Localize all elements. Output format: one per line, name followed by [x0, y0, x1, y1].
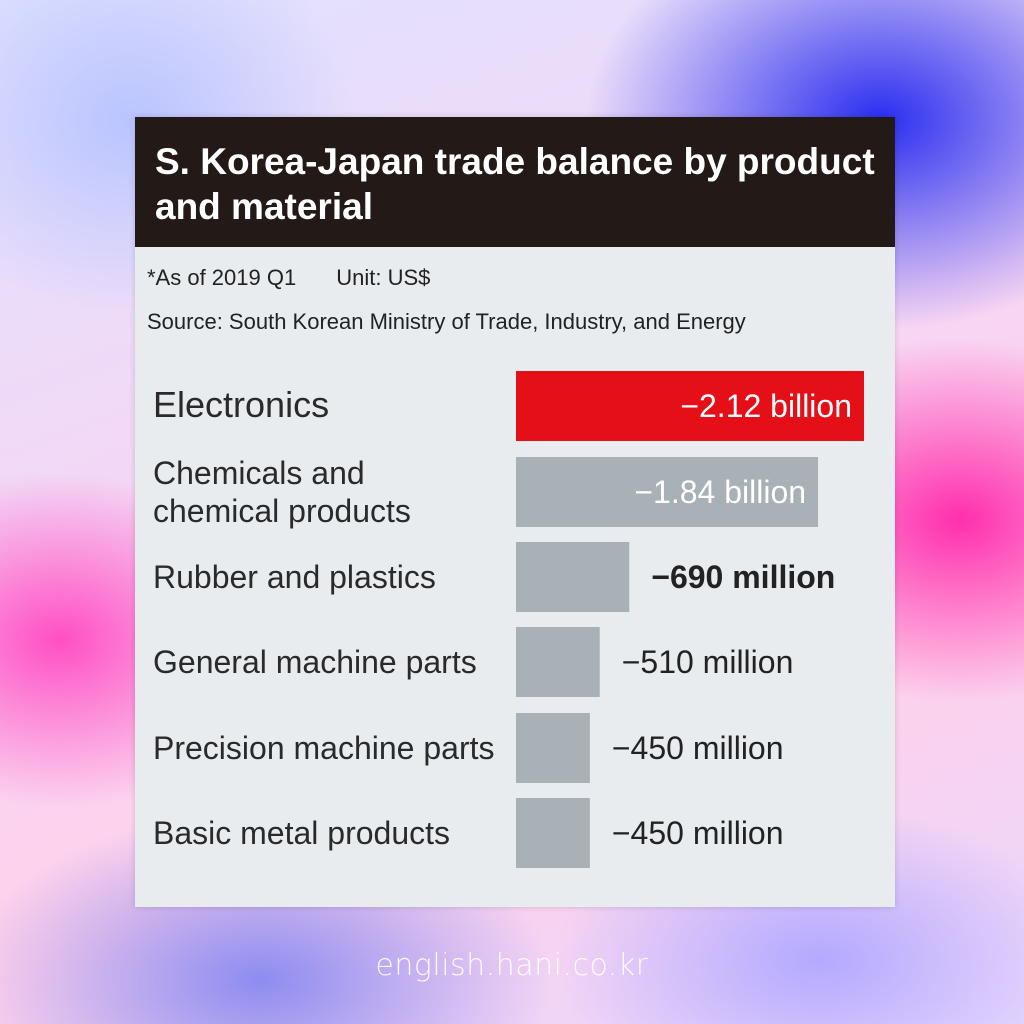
category-label-3: General machine parts: [153, 644, 477, 680]
date-note: *As of 2019 Q1: [147, 265, 297, 290]
site-watermark: english.hani.co.kr: [375, 948, 649, 983]
category-label-5: Basic metal products: [153, 815, 450, 851]
value-label-0: −2.12 billion: [680, 388, 852, 424]
source-note: Source: South Korean Ministry of Trade, …: [147, 309, 746, 334]
bar-1: [516, 457, 819, 527]
chart-notes: *As of 2019 Q1 Unit: US$: [147, 265, 430, 291]
title-bar: S. Korea-Japan trade balance by product …: [135, 117, 895, 247]
category-label-0: Electronics: [153, 384, 329, 425]
bar-4: [516, 713, 590, 783]
category-label-1: Chemicals and chemical products: [153, 455, 411, 529]
value-label-1: −1.84 billion: [634, 474, 806, 510]
bar-3: [516, 627, 600, 697]
bar-chart: Electronics −2.12 billion Chemicals and che…: [153, 371, 864, 868]
value-label-4: −450 million: [612, 730, 784, 766]
value-label-3: −510 million: [622, 644, 794, 680]
category-label-2: Rubber and plastics: [153, 559, 436, 595]
bar-0: [516, 371, 864, 441]
unit-note: Unit: US$: [336, 265, 431, 290]
category-label-4: Precision machine parts: [153, 730, 494, 766]
chart-title: S. Korea-Japan trade balance by product …: [155, 141, 875, 227]
bar-2: [516, 542, 630, 612]
value-label-2: −690 million: [651, 559, 835, 595]
value-label-5: −450 million: [612, 815, 784, 851]
chart-panel: S. Korea-Japan trade balance by product …: [135, 117, 895, 907]
bar-5: [516, 798, 590, 868]
